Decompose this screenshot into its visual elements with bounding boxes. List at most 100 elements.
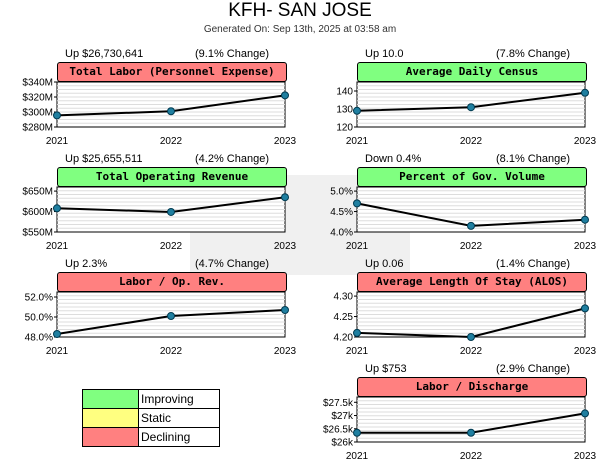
y-tick-label: $320M — [22, 93, 53, 104]
data-point — [581, 409, 589, 418]
y-tick-label: 4.25 — [334, 312, 354, 323]
change-percent: (1.4% Change) — [496, 258, 570, 270]
x-tick-label: 2023 — [574, 451, 597, 462]
chart-panel: Up 0.06 (1.4% Change) Average Length Of St… — [300, 258, 600, 363]
change-percent: (2.9% Change) — [496, 363, 570, 375]
x-tick-label: 2023 — [574, 136, 597, 147]
y-tick-label: $27.5k — [323, 398, 354, 409]
chart-panel: Up 2.3% (4.7% Change) Labor / Op. Rev. 48.0… — [0, 258, 300, 363]
x-tick-label: 2021 — [346, 136, 369, 147]
change-amount: Up 0.06 — [365, 258, 404, 270]
legend-item-static: Static — [83, 409, 219, 428]
change-percent: (8.1% Change) — [496, 153, 570, 165]
data-point — [467, 333, 475, 341]
legend-label: Improving — [141, 392, 194, 406]
data-point — [281, 306, 289, 314]
x-tick-label: 2021 — [46, 241, 69, 252]
x-tick-label: 2022 — [460, 241, 483, 252]
data-point — [167, 107, 175, 116]
data-point — [581, 88, 589, 97]
change-amount: Up $753 — [365, 363, 407, 375]
change-amount: Up $25,655,511 — [65, 153, 143, 165]
line-chart: $550M $600M $650M 2021 2022 2023 — [22, 186, 297, 252]
y-tick-label: 50.0% — [25, 313, 53, 324]
y-tick-label: $26k — [331, 438, 354, 449]
x-tick-label: 2023 — [574, 241, 597, 252]
chart-panel: Up $25,655,511 (4.2% Change) Total Operati… — [0, 153, 300, 258]
data-point — [581, 304, 589, 313]
x-tick-label: 2021 — [346, 451, 369, 462]
y-tick-label: 140 — [336, 87, 353, 98]
data-point — [353, 199, 361, 208]
line-chart: $280M $300M $320M $340M 2021 2022 2023 — [22, 78, 297, 148]
change-amount: Up 10.0 — [365, 48, 404, 60]
y-tick-label: 5.0% — [330, 187, 353, 198]
x-tick-label: 2023 — [274, 346, 297, 357]
legend-item-improving: Improving — [83, 390, 219, 409]
data-point — [467, 428, 475, 437]
chart-title: Average Daily Census — [357, 62, 587, 82]
chart-title: Percent of Gov. Volume — [357, 167, 587, 187]
x-tick-label: 2022 — [160, 241, 183, 252]
change-amount: Up $26,730,641 — [65, 48, 144, 60]
data-point — [53, 111, 61, 120]
chart-panel: Down 0.4% (8.1% Change) Percent of Gov. Vo… — [300, 153, 600, 258]
chart-title: Labor / Op. Rev. — [57, 272, 287, 292]
data-point — [467, 103, 475, 112]
data-point — [353, 428, 361, 437]
x-tick-label: 2022 — [160, 136, 183, 147]
legend-item-declining: Declining — [83, 428, 219, 446]
y-tick-label: $280M — [22, 123, 53, 134]
y-tick-label: $650M — [22, 187, 53, 198]
change-percent: (7.8% Change) — [496, 48, 570, 60]
generated-timestamp: Generated On: Sep 13th, 2025 at 03:58 am — [203, 24, 397, 35]
change-amount: Down 0.4% — [365, 153, 422, 165]
legend-label: Static — [141, 411, 172, 425]
y-tick-label: 4.20 — [334, 333, 354, 344]
x-tick-label: 2022 — [460, 451, 483, 462]
x-tick-label: 2023 — [574, 346, 597, 357]
y-tick-label: $600M — [22, 207, 53, 218]
chart-panel: Up $26,730,641 (9.1% Change) Total Labor (… — [0, 48, 300, 153]
line-chart: 4.20 4.25 4.30 2021 2022 2023 — [334, 291, 597, 357]
data-point — [467, 221, 475, 230]
data-point — [53, 204, 61, 213]
page-title: KFH- SAN JOSE — [228, 0, 372, 21]
legend-swatch-improving — [83, 390, 139, 408]
y-tick-label: $550M — [22, 228, 53, 239]
y-tick-label: $27k — [331, 411, 354, 422]
line-chart: $26k $26.5k $27k $27.5k 2021 2022 2023 — [323, 396, 597, 462]
x-tick-label: 2021 — [346, 241, 369, 252]
data-point — [281, 91, 289, 100]
y-tick-label: 52.0% — [25, 293, 53, 304]
y-tick-label: $26.5k — [323, 424, 354, 435]
data-point — [353, 106, 361, 115]
y-tick-label: 4.0% — [330, 228, 353, 239]
data-point — [53, 330, 61, 338]
y-tick-label: 4.5% — [330, 207, 353, 218]
x-tick-label: 2022 — [460, 346, 483, 357]
y-tick-label: 4.30 — [334, 292, 354, 303]
line-chart: 4.0% 4.5% 5.0% 2021 2022 2023 — [330, 186, 597, 252]
y-tick-label: $340M — [22, 78, 53, 89]
data-point — [281, 193, 289, 202]
x-tick-label: 2021 — [46, 346, 69, 357]
x-tick-label: 2021 — [346, 346, 369, 357]
data-point — [167, 207, 175, 216]
legend-label: Declining — [141, 430, 191, 444]
change-amount: Up 2.3% — [65, 258, 108, 270]
legend: Improving Static Declining — [82, 389, 220, 447]
x-tick-label: 2023 — [274, 136, 297, 147]
y-tick-label: 48.0% — [25, 333, 53, 344]
change-percent: (4.7% Change) — [195, 258, 269, 270]
change-percent: (9.1% Change) — [195, 48, 269, 60]
y-tick-label: $300M — [22, 108, 53, 119]
data-point — [353, 328, 361, 337]
chart-panel: Up $753 (2.9% Change) Labor / Discharge $26… — [300, 363, 600, 468]
x-tick-label: 2022 — [160, 346, 183, 357]
y-tick-label: 120 — [336, 123, 353, 134]
line-chart: 48.0% 50.0% 52.0% 2021 2022 2023 — [25, 291, 297, 357]
y-tick-label: 130 — [336, 105, 353, 116]
line-chart: 120 130 140 2021 2022 2023 — [336, 81, 597, 147]
legend-swatch-declining — [83, 428, 139, 446]
